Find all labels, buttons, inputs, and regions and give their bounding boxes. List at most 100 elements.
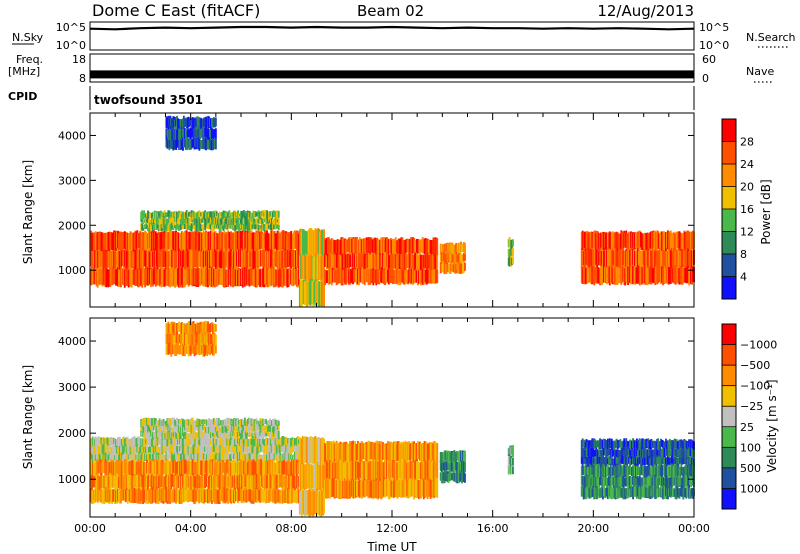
- power-y-tick-label: 2000: [58, 219, 86, 232]
- power-y-axis: 1000 2000 3000 4000: [58, 129, 694, 277]
- power-y-axis-label: Slant Range [km]: [21, 160, 35, 264]
- velocity-colorbar-swatch: [722, 406, 736, 428]
- velocity-colorbar-swatch: [722, 385, 736, 407]
- velocity-data: [90, 320, 695, 517]
- cpid-label: CPID: [8, 90, 37, 103]
- power-band-3: [439, 241, 466, 275]
- velocity-panel: 1000 2000 3000 4000 00:00 04:00 08:00 12:00 16:…: [21, 317, 779, 535]
- power-colorbar: 4 8 12 16 20 24 28: [721, 118, 754, 300]
- velocity-x-tick-label: 12:00: [376, 522, 408, 535]
- velocity-x-tick-label: 08:00: [275, 522, 307, 535]
- velocity-band-5: [507, 445, 514, 475]
- nave-label: Nave: [746, 65, 774, 78]
- power-panel: 1000 2000 3000 4000 Slant Range [km] 4 8 12 16…: [21, 112, 773, 308]
- velocity-colorbar-swatch: [722, 467, 736, 489]
- cpid-panel: CPID twofsound 3501: [8, 86, 695, 110]
- power-y-tick-label: 4000: [58, 129, 86, 142]
- velocity-colorbar-label: Velocity [m s⁻¹]: [765, 379, 779, 472]
- frequency-tick-bottom: 8: [79, 72, 86, 85]
- power-colorbar-swatch: [722, 119, 736, 142]
- velocity-colorbar-tick-label: −25: [740, 400, 763, 413]
- velocity-colorbar: 1000 500 100 25 −25 −100 −500 −1000: [721, 323, 777, 510]
- velocity-colorbar-swatch: [722, 365, 736, 387]
- station-title: Dome C East (fitACF): [92, 1, 260, 20]
- power-band-7: [165, 115, 217, 151]
- power-colorbar-swatch: [722, 209, 736, 232]
- power-colorbar-tick-label: 12: [740, 226, 754, 239]
- power-x-axis: [89, 113, 695, 307]
- power-y-tick-label: 1000: [58, 264, 86, 277]
- power-colorbar-tick-label: 24: [740, 158, 754, 171]
- power-colorbar-tick-label: 8: [740, 248, 747, 261]
- velocity-colorbar-tick-label: −500: [740, 359, 770, 372]
- velocity-colorbar-swatch: [722, 344, 736, 366]
- velocity-band-4: [439, 450, 466, 484]
- velocity-colorbar-swatch: [722, 447, 736, 469]
- power-colorbar-swatch: [722, 164, 736, 187]
- velocity-band-7: [580, 463, 695, 500]
- cpid-value: twofsound 3501: [94, 93, 203, 107]
- power-band-6: [140, 210, 280, 232]
- noise-right-label: N.Search: [746, 31, 796, 44]
- frequency-label: Freq.: [16, 53, 43, 66]
- power-band-2: [324, 237, 439, 286]
- velocity-x-axis: 00:00 04:00 08:00 12:00 16:00 20:00 00:00: [74, 318, 710, 535]
- noise-left-tick-top: 10^5: [56, 21, 86, 34]
- velocity-band-2: [298, 436, 325, 517]
- velocity-band-3: [324, 440, 439, 500]
- noise-left-tick-bottom: 10^0: [56, 39, 86, 52]
- noise-frame: [89, 21, 695, 51]
- noise-right-tick-bottom: 10^0: [699, 39, 729, 52]
- beam-label: Beam 02: [357, 2, 424, 20]
- noise-left-label: N.Sky: [12, 31, 44, 44]
- velocity-colorbar-tick-label: −100: [740, 380, 770, 393]
- velocity-x-tick-label: 00:00: [678, 522, 710, 535]
- velocity-y-axis-label: Slant Range [km]: [21, 365, 35, 469]
- velocity-y-axis: 1000 2000 3000 4000: [58, 335, 694, 486]
- power-colorbar-swatch: [722, 141, 736, 165]
- power-band-1: [298, 228, 325, 307]
- velocity-colorbar-tick-label: 100: [740, 441, 761, 454]
- velocity-band-8: [140, 417, 280, 440]
- velocity-colorbar-tick-label: 500: [740, 462, 761, 475]
- power-colorbar-swatch: [722, 231, 736, 255]
- velocity-y-tick-label: 3000: [58, 381, 86, 394]
- power-band-5: [580, 230, 695, 286]
- frequency-frame: [89, 53, 695, 83]
- velocity-x-tick-label: 00:00: [74, 522, 106, 535]
- date-label: 12/Aug/2013: [597, 2, 694, 20]
- velocity-y-tick-label: 1000: [58, 473, 86, 486]
- noise-panel: N.Sky 10^5 10^0 10^5 10^0 N.Search: [12, 21, 796, 52]
- power-band-4: [507, 237, 514, 267]
- power-y-tick-label: 3000: [58, 174, 86, 187]
- velocity-y-tick-label: 4000: [58, 335, 86, 348]
- power-colorbar-tick-label: 16: [740, 203, 754, 216]
- nave-tick-top: 60: [702, 53, 716, 66]
- velocity-x-tick-label: 04:00: [175, 522, 207, 535]
- power-colorbar-tick-label: 28: [740, 136, 754, 149]
- velocity-colorbar-tick-label: 25: [740, 421, 754, 434]
- velocity-colorbar-tick-label: 1000: [740, 482, 768, 495]
- frequency-tick-top: 18: [72, 53, 86, 66]
- x-axis-label: Time UT: [366, 540, 417, 554]
- power-colorbar-swatch: [722, 276, 736, 300]
- power-colorbar-tick-label: 4: [740, 271, 747, 284]
- velocity-colorbar-swatch: [722, 426, 736, 448]
- power-data: [90, 115, 695, 307]
- power-colorbar-label: Power [dB]: [759, 179, 773, 244]
- velocity-band-9: [165, 320, 217, 357]
- frequency-series-band: [90, 70, 694, 79]
- velocity-band-0: [90, 435, 300, 463]
- velocity-band-6: [580, 438, 695, 468]
- velocity-band-1: [90, 459, 300, 505]
- velocity-colorbar-tick-label: −1000: [740, 339, 777, 352]
- velocity-x-tick-label: 16:00: [477, 522, 509, 535]
- noise-series-line: [89, 25, 695, 31]
- velocity-y-tick-label: 2000: [58, 427, 86, 440]
- frequency-panel: Freq. [MHz] 18 8 60 0 Nave: [8, 53, 774, 85]
- power-colorbar-swatch: [722, 186, 736, 210]
- velocity-x-tick-label: 20:00: [577, 522, 609, 535]
- frequency-unit: [MHz]: [8, 65, 40, 78]
- velocity-colorbar-swatch: [722, 324, 736, 346]
